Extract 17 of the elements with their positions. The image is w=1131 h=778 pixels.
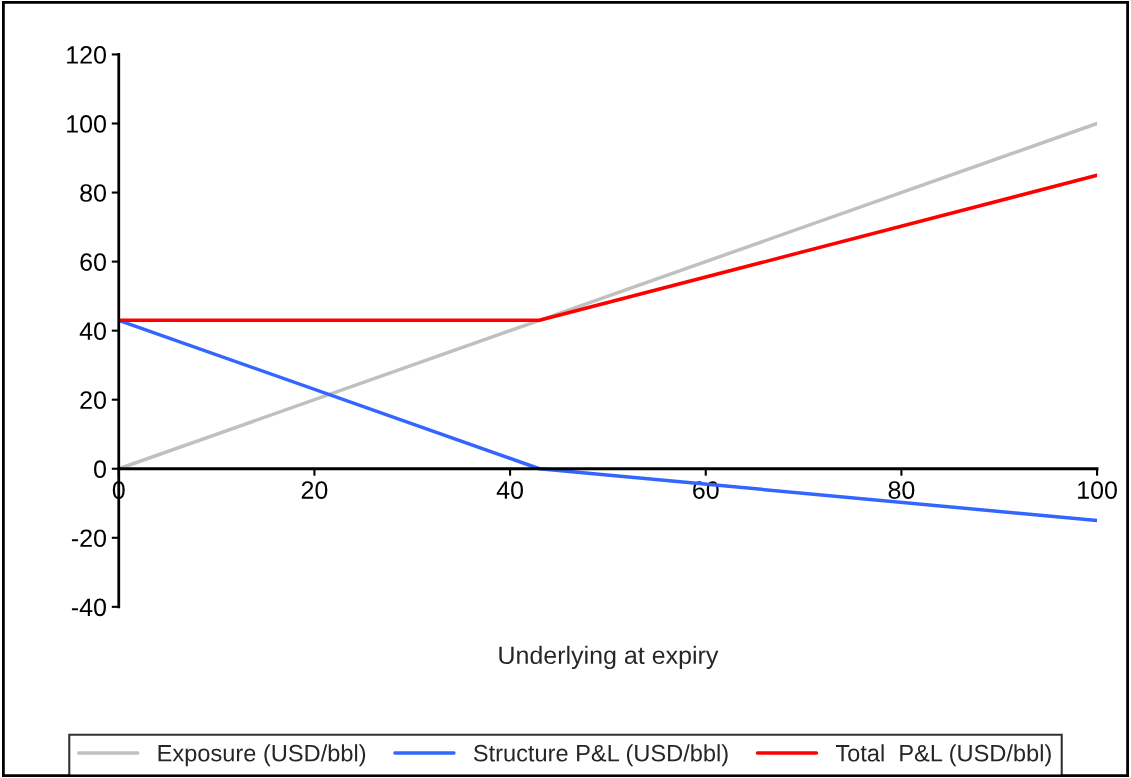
legend-label: Exposure (USD/bbl) xyxy=(158,744,366,767)
y-tick-label: 120 xyxy=(67,46,106,64)
y-tick-label: 100 xyxy=(67,115,106,133)
legend-label: Total P&L (USD/bbl) xyxy=(835,744,1051,767)
y-tick-label: -40 xyxy=(71,598,106,617)
x-tick-label: 40 xyxy=(496,481,524,499)
y-tick-label: 60 xyxy=(80,253,106,271)
x-tick-label: 20 xyxy=(301,481,328,499)
y-tick-label: 40 xyxy=(79,322,106,340)
y-tick-label: 20 xyxy=(80,391,106,409)
y-tick-label: 0 xyxy=(94,460,106,479)
x-tick-label: 100 xyxy=(1078,481,1117,499)
y-tick-label: -20 xyxy=(71,529,106,548)
legend-label: Structure P&L (USD/bbl) xyxy=(473,744,728,767)
x-axis-title: Underlying at expiry xyxy=(499,645,719,670)
x-tick-label: 80 xyxy=(888,481,915,499)
y-tick-label: 80 xyxy=(80,184,106,202)
